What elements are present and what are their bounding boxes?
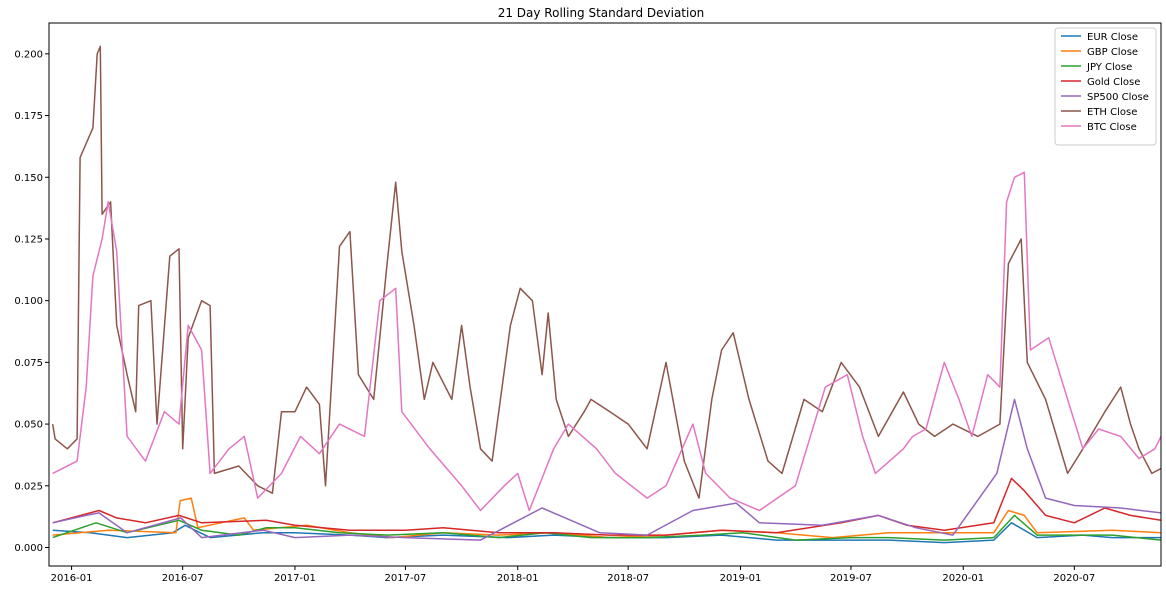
- y-tick-label: 0.050: [14, 420, 43, 431]
- x-tick-label: 2019-01: [720, 573, 762, 584]
- series-layer: [51, 45, 1162, 544]
- x-tick-label: 2019-07: [830, 573, 872, 584]
- y-tick-label: 0.150: [14, 173, 43, 184]
- x-tick-label: 2020-07: [1053, 573, 1095, 584]
- series-line-eth-close: [51, 45, 1162, 499]
- legend-label: JPY Close: [1086, 62, 1132, 73]
- legend: EUR Close GBP Close JPY Close Gold Close SP5…: [1054, 27, 1157, 146]
- legend-label: SP500 Close: [1087, 92, 1149, 103]
- y-tick-label: 0.025: [14, 481, 43, 492]
- legend-label: GBP Close: [1087, 47, 1138, 58]
- chart-title: 21 Day Rolling Standard Deviation: [498, 6, 705, 20]
- series-line-jpy-close: [52, 514, 1162, 541]
- y-tick-label: 0.200: [14, 49, 43, 60]
- legend-label: Gold Close: [1087, 77, 1140, 88]
- x-tick-label: 2018-07: [607, 573, 649, 584]
- x-tick-label: 2020-01: [942, 573, 984, 584]
- legend-label: BTC Close: [1087, 122, 1137, 133]
- y-tick-label: 0.100: [14, 296, 43, 307]
- y-tick-label: 0.175: [14, 111, 43, 122]
- legend-label: ETH Close: [1087, 107, 1137, 118]
- series-line-btc-close: [52, 171, 1162, 512]
- x-tick-label: 2017-07: [385, 573, 427, 584]
- legend-box: [1054, 27, 1157, 146]
- series-line-sp500-close: [52, 398, 1162, 541]
- legend-label: EUR Close: [1087, 32, 1138, 43]
- x-tick-label: 2018-01: [497, 573, 539, 584]
- x-tick-label: 2017-01: [274, 573, 316, 584]
- series-line-gold-close: [52, 477, 1162, 536]
- x-axis: 2016-01 2016-07 2017-01 2017-07 2018-01 2018-…: [51, 566, 1095, 584]
- y-tick-label: 0.000: [14, 543, 43, 554]
- x-tick-label: 2016-01: [51, 573, 93, 584]
- y-tick-label: 0.125: [14, 234, 43, 245]
- plot-frame: [48, 22, 1162, 567]
- x-tick-label: 2016-07: [162, 573, 204, 584]
- y-tick-label: 0.075: [14, 358, 43, 369]
- y-axis: 0.000 0.025 0.050 0.075 0.100 0.125 0.150 0.175…: [14, 49, 49, 554]
